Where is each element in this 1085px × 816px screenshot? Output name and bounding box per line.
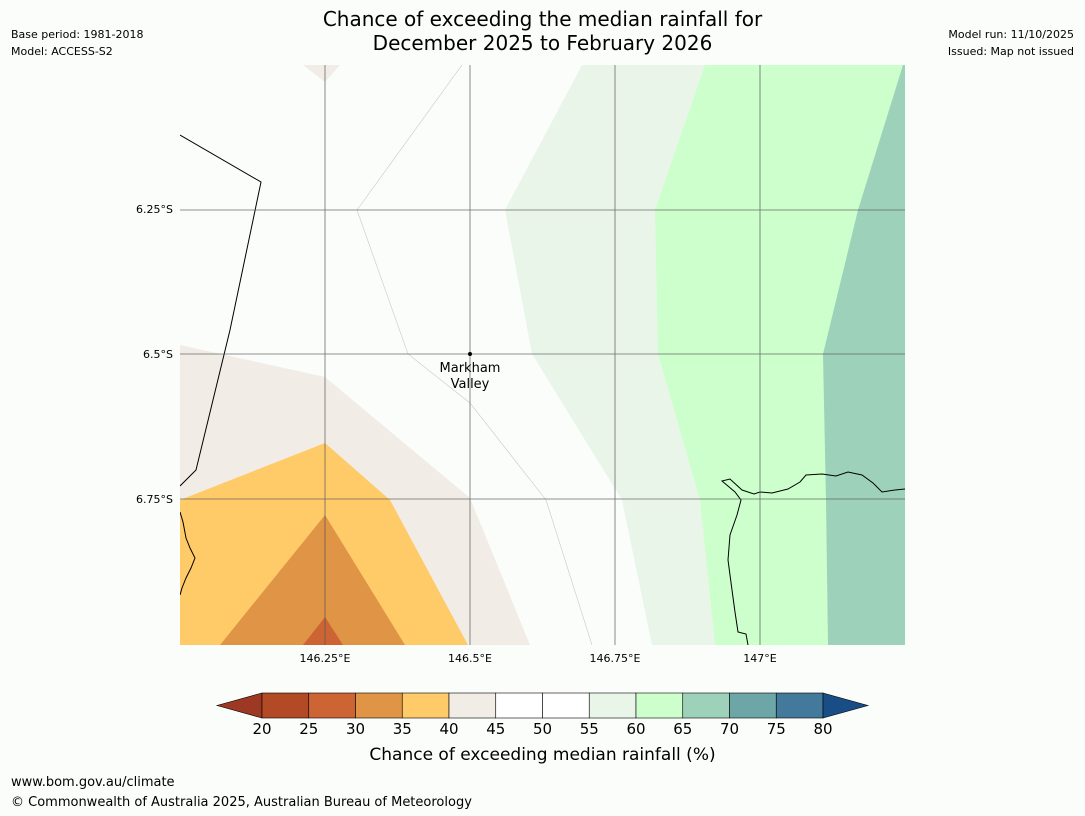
colorbar-tick-label: 25 [299, 720, 319, 738]
colorbar-segment [729, 692, 777, 719]
colorbar-extend-low [215, 692, 263, 719]
lon-label: 146.25°E [300, 652, 351, 665]
colorbar-segment [261, 692, 310, 719]
meta-right: Model run: 11/10/2025 Issued: Map not is… [948, 26, 1074, 60]
lat-label: 6.75°S [136, 493, 173, 506]
colorbar-tick-label: 40 [439, 720, 459, 738]
footer-url: www.bom.gov.au/climate [11, 775, 175, 790]
contour-line [356, 65, 593, 645]
river-markham [720, 471, 905, 645]
colorbar-extend-high [822, 692, 870, 719]
colorbar-tick-label: 75 [766, 720, 786, 738]
colorbar-tick-label: 60 [626, 720, 646, 738]
border-line [180, 134, 262, 487]
place-label-line2: Valley [451, 377, 490, 392]
colorbar-segment [355, 692, 403, 719]
colorbar-segment [682, 692, 730, 719]
lat-label: 6.5°S [143, 348, 173, 361]
meta-left: Base period: 1981-2018 Model: ACCESS-S2 [11, 26, 143, 60]
colorbar-tick-label: 65 [673, 720, 693, 738]
colorbar-tick-label: 45 [486, 720, 506, 738]
model-run: Model run: 11/10/2025 [948, 28, 1074, 41]
base-period: Base period: 1981-2018 [11, 28, 144, 41]
colorbar [215, 692, 870, 719]
colorbar-tick-label: 30 [345, 720, 366, 738]
lon-label: 146.75°E [590, 652, 641, 665]
contour-40-45-top [303, 65, 340, 82]
issued-status: Issued: Map not issued [947, 45, 1074, 58]
lon-label: 147°E [743, 652, 776, 665]
coastline-west [180, 511, 196, 596]
place-marker [468, 352, 472, 356]
colorbar-segment [308, 692, 356, 719]
grid [180, 65, 905, 645]
colorbar-tick-label: 80 [813, 720, 833, 738]
colorbar-segment [542, 692, 590, 719]
colorbar-title: Chance of exceeding median rainfall (%) [369, 745, 716, 765]
lon-label: 146.5°E [448, 652, 492, 665]
contour-25-30 [303, 617, 343, 645]
model-name: Model: ACCESS-S2 [11, 45, 113, 58]
footer-copyright: © Commonwealth of Australia 2025, Austra… [11, 795, 472, 810]
colorbar-segment [448, 692, 497, 719]
map-area: Markham Valley [180, 65, 905, 645]
colorbar-tick-label: 70 [719, 720, 740, 738]
colorbar-segment [775, 692, 824, 719]
colorbar-tick-label: 20 [252, 720, 272, 738]
colorbar-tick-label: 50 [532, 720, 553, 738]
colorbar-segment [635, 692, 684, 719]
colorbar-tick-label: 55 [579, 720, 599, 738]
colorbar-tick-label: 35 [392, 720, 412, 738]
title-line-1: Chance of exceeding the median rainfall … [322, 7, 763, 31]
map-title: Chance of exceeding the median rainfall … [0, 7, 1085, 55]
title-line-2: December 2025 to February 2026 [372, 31, 713, 55]
colorbar-segment [588, 692, 637, 719]
lat-label: 6.25°S [136, 203, 173, 216]
contour-30-35 [220, 515, 405, 645]
colorbar-segment [495, 692, 543, 719]
colorbar-segment [401, 692, 450, 719]
place-label-line1: Markham [440, 361, 501, 376]
